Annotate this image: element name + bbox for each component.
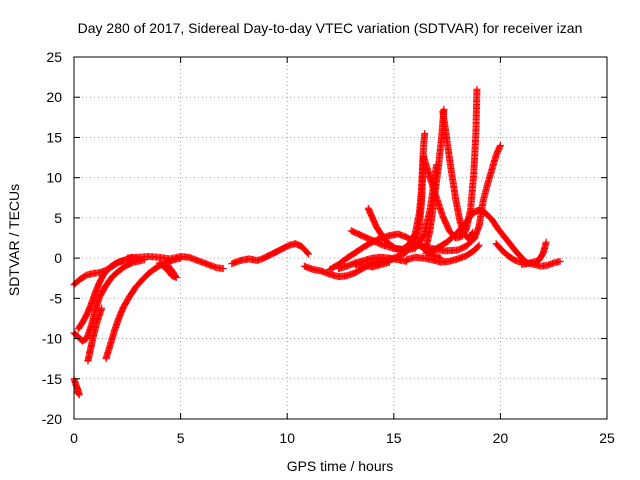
data-point-marker [304,249,312,257]
grid-lines [74,57,607,419]
data-series [70,85,564,399]
chart-title: Day 280 of 2017, Sidereal Day-to-day VTE… [78,20,583,36]
data-point-marker [475,241,483,249]
y-tick-label: -5 [50,290,63,306]
series-arc-c [74,257,127,333]
data-point-marker [164,261,172,269]
series-arc-r [439,108,477,243]
series-arc-x [518,238,550,268]
series-arc-i [228,240,312,268]
x-tick-label: 20 [493,430,509,446]
y-tick-label: 15 [46,129,62,145]
data-point-marker [496,142,504,149]
x-axis-label: GPS time / hours [287,458,394,474]
series-arc-h [123,253,227,273]
series-arc-g [155,259,180,281]
data-point-marker [119,257,127,264]
data-point-marker [386,258,393,266]
y-tick-label: -15 [42,371,62,387]
data-point-marker [74,389,82,397]
series-arc-w [492,240,564,270]
data-point-marker [98,304,106,312]
axis-ticks: 0 5 10 15 20 25 -20 -15 -10 -5 0 5 10 15 20 25 [42,49,615,446]
data-point-marker [421,129,429,137]
x-tick-label: 10 [279,430,295,446]
x-tick-label: 25 [599,430,615,446]
series-arc-v [471,142,504,241]
series-arc-b [70,256,148,345]
data-point-marker [542,238,550,246]
x-tick-label: 5 [177,430,185,446]
series-arc-d [84,304,106,365]
data-point-marker [219,265,227,273]
data-point-marker [556,257,564,265]
data-point-marker [165,262,172,270]
series-arc-p [420,85,481,242]
x-tick-label: 15 [386,430,402,446]
y-tick-label: 10 [46,170,62,186]
series-arc-s [403,241,483,266]
data-point-marker [470,235,478,243]
y-tick-label: 20 [46,89,62,105]
data-point-marker [305,250,312,258]
data-point-marker [473,85,481,93]
y-tick-label: 0 [54,250,62,266]
plot-frame [73,56,608,420]
y-tick-label: 25 [46,49,62,65]
data-point-marker [73,388,81,396]
y-axis-label: SDTVAR / TECUs [6,184,22,296]
y-tick-label: -10 [42,331,62,347]
y-tick-label: -20 [42,411,62,427]
data-point-marker [474,242,482,250]
series-arc-y [351,258,393,271]
y-tick-label: 5 [54,210,62,226]
x-tick-label: 0 [70,430,78,446]
